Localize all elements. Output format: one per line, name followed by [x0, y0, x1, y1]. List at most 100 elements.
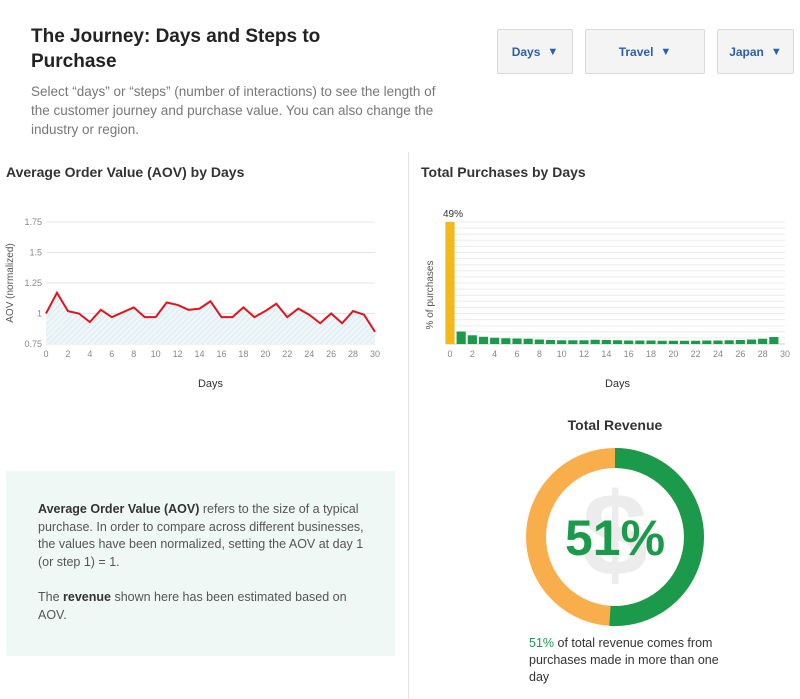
- purchase-bar: [490, 337, 500, 344]
- purchases-x-tick-label: 30: [780, 349, 790, 359]
- revenue-note-prefix: The: [38, 589, 64, 604]
- purchase-bar: [478, 336, 489, 344]
- purchase-bar: [702, 340, 712, 344]
- industry-dropdown[interactable]: Travel ▼: [585, 29, 705, 74]
- purchases-bar-chart: 0 2 4 6 8 10 12 14 16 18 20 22 24 26 28 30 49% % of pur…: [425, 209, 790, 390]
- purchase-bar: [657, 340, 667, 344]
- purchases-x-tick-label: 16: [624, 349, 634, 359]
- purchases-x-axis-label: Days: [605, 378, 631, 390]
- multi-day-revenue-arc: [526, 448, 704, 626]
- purchase-bar: [769, 337, 779, 344]
- column-divider: [408, 152, 409, 699]
- revenue-note: The revenue shown here has been estimate…: [38, 589, 365, 624]
- purchase-bar: [590, 339, 600, 344]
- aov-x-tick-label: 16: [216, 349, 226, 359]
- aov-info-box: Average Order Value (AOV) refers to the …: [6, 471, 395, 656]
- region-dropdown-label: Japan: [729, 44, 764, 59]
- purchases-x-tick-label: 0: [447, 349, 452, 359]
- revenue-caption: 51% of total revenue comes from purchase…: [529, 635, 729, 686]
- revenue-term: revenue: [63, 589, 111, 604]
- dollar-sign-icon: $: [582, 469, 648, 601]
- aov-x-tick-label: 6: [109, 349, 114, 359]
- purchase-bar: [713, 340, 723, 344]
- svg-text:$: $: [582, 469, 648, 601]
- purchase-bar: [601, 340, 611, 344]
- purchases-x-tick-label: 28: [758, 349, 768, 359]
- chevron-down-icon: ▼: [547, 45, 559, 58]
- total-revenue-title: Total Revenue: [567, 417, 663, 433]
- chevron-down-icon: ▼: [660, 45, 672, 58]
- purchase-bar: [456, 331, 466, 344]
- purchases-x-tick-label: 10: [557, 349, 567, 359]
- purchases-x-tick-label: 8: [537, 349, 542, 359]
- aov-definition-text: refers to the size of a typical purchase…: [38, 502, 364, 569]
- purchase-bar: [646, 340, 656, 344]
- purchase-bar: [746, 339, 757, 344]
- purchase-bar: [534, 339, 544, 344]
- aov-definition: Average Order Value (AOV) refers to the …: [38, 501, 365, 571]
- purchase-bar: [668, 340, 678, 344]
- purchase-bar: [545, 340, 556, 344]
- purchase-bar: [501, 338, 511, 344]
- purchases-x-tick-label: 12: [579, 349, 589, 359]
- aov-x-tick-label: 24: [304, 349, 314, 359]
- industry-dropdown-label: Travel: [618, 44, 654, 59]
- purchases-x-tick-label: 20: [668, 349, 678, 359]
- purchase-bar: [512, 338, 522, 344]
- purchases-x-tick-label: 4: [492, 349, 497, 359]
- day0-data-label: 49%: [443, 209, 463, 220]
- aov-series-line: [45, 290, 376, 333]
- aov-x-tick-label: 26: [326, 349, 336, 359]
- revenue-percent: 51%: [565, 510, 665, 566]
- aov-x-axis-label: Days: [198, 378, 224, 390]
- purchase-bar: [724, 340, 734, 344]
- aov-y-tick-label: 1.5: [29, 248, 42, 258]
- purchase-bar: [568, 340, 578, 344]
- purchase-bar: [624, 340, 634, 344]
- aov-x-tick-label: 10: [151, 349, 161, 359]
- purchases-x-tick-label: 6: [514, 349, 519, 359]
- purchase-bar: [557, 340, 567, 344]
- aov-y-axis-label: AOV (normalized): [5, 243, 16, 322]
- purchases-x-tick-label: 14: [601, 349, 611, 359]
- aov-x-tick-label: 12: [173, 349, 183, 359]
- aov-y-tick-label: 1: [37, 309, 42, 319]
- metric-dropdown[interactable]: Days ▼: [497, 29, 573, 74]
- revenue-donut-chart: $ 51%: [526, 448, 704, 626]
- aov-x-tick-label: 28: [348, 349, 358, 359]
- purchases-x-tick-label: 2: [470, 349, 475, 359]
- purchases-chart-title: Total Purchases by Days: [421, 164, 586, 180]
- aov-x-tick-label: 0: [43, 349, 48, 359]
- aov-x-tick-label: 4: [87, 349, 92, 359]
- purchase-bar: [467, 335, 477, 344]
- aov-term: Average Order Value (AOV): [38, 502, 200, 516]
- purchases-x-tick-label: 18: [646, 349, 656, 359]
- purchases-y-axis-label: % of purchases: [425, 261, 436, 330]
- aov-chart-title: Average Order Value (AOV) by Days: [6, 164, 245, 180]
- aov-y-tick-label: 1.25: [24, 278, 42, 288]
- aov-y-tick-label: 1.75: [24, 217, 42, 227]
- revenue-caption-pct: 51%: [529, 636, 555, 650]
- aov-x-tick-label: 22: [282, 349, 292, 359]
- aov-area-fill: [46, 292, 375, 344]
- purchase-bar: [445, 222, 455, 344]
- purchases-x-tick-label: 26: [735, 349, 745, 359]
- purchase-bar: [612, 340, 623, 344]
- aov-x-tick-label: 20: [260, 349, 270, 359]
- aov-y-tick-label: 0.75: [24, 339, 42, 349]
- region-dropdown[interactable]: Japan ▼: [717, 29, 794, 74]
- aov-x-tick-label: 14: [195, 349, 205, 359]
- purchase-bar: [758, 338, 768, 344]
- aov-x-tick-label: 8: [131, 349, 136, 359]
- revenue-caption-text: of total revenue comes from purchases ma…: [529, 636, 719, 684]
- aov-x-tick-label: 2: [65, 349, 70, 359]
- purchase-bar: [579, 340, 589, 344]
- aov-x-tick-label: 30: [370, 349, 380, 359]
- page-description: Select “days” or “steps” (number of inte…: [31, 84, 436, 137]
- purchases-x-tick-label: 24: [713, 349, 723, 359]
- purchase-bar: [735, 340, 745, 344]
- purchase-bar: [523, 338, 533, 344]
- purchases-x-tick-label: 22: [691, 349, 701, 359]
- page-title: The Journey: Days and Steps to Purchase: [31, 26, 321, 72]
